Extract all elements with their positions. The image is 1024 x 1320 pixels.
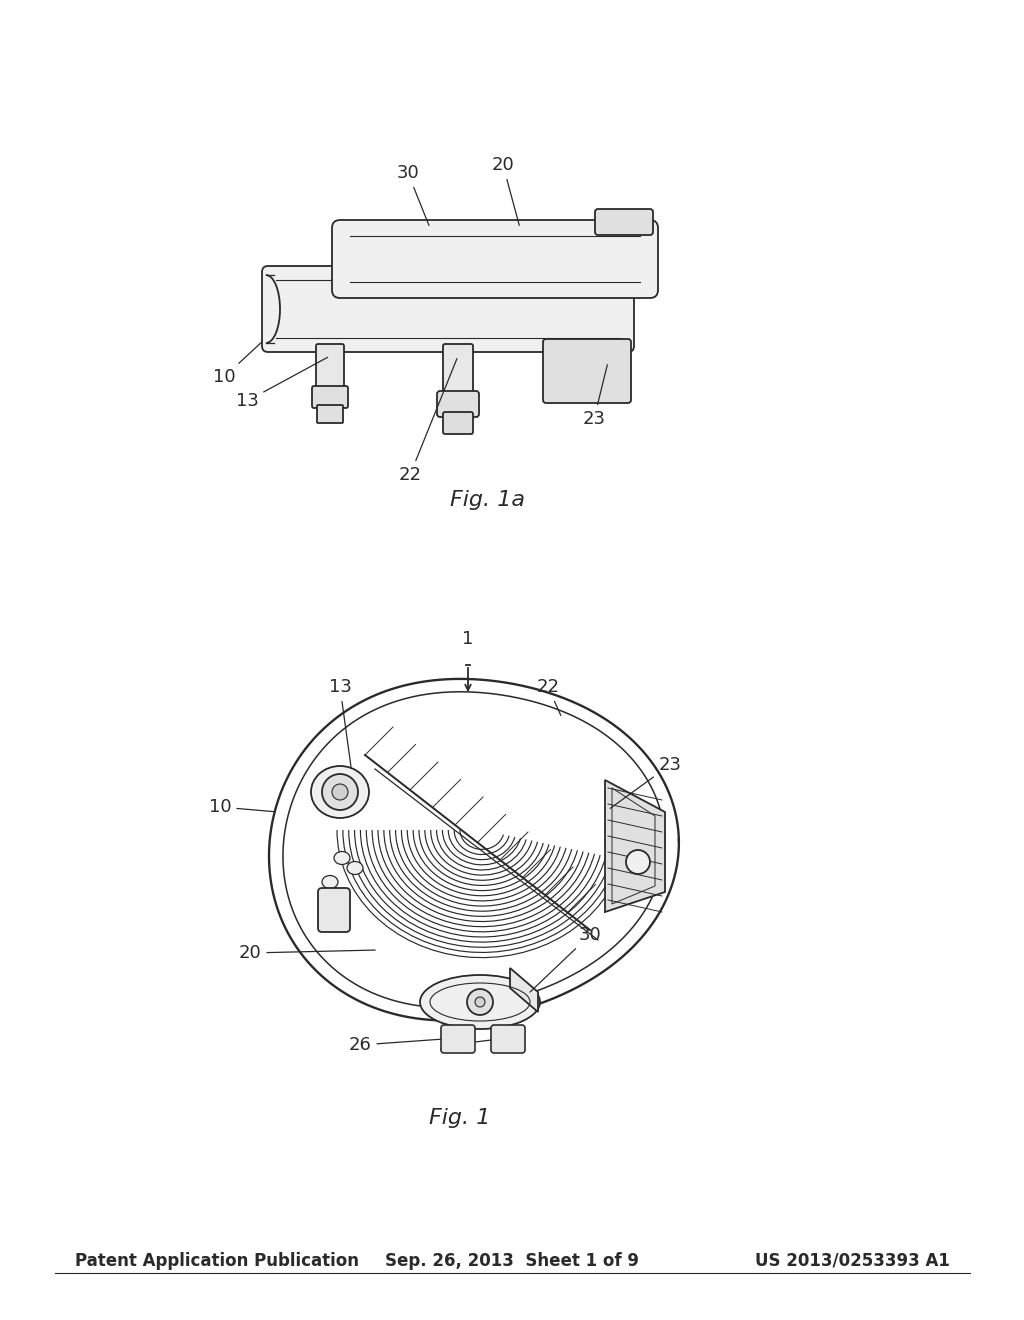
FancyBboxPatch shape bbox=[262, 267, 634, 352]
FancyBboxPatch shape bbox=[317, 405, 343, 422]
Text: 1: 1 bbox=[462, 630, 474, 648]
Ellipse shape bbox=[347, 862, 362, 874]
FancyBboxPatch shape bbox=[543, 339, 631, 403]
FancyBboxPatch shape bbox=[595, 209, 653, 235]
Text: 27: 27 bbox=[438, 1036, 505, 1053]
Text: 20: 20 bbox=[239, 944, 375, 962]
Text: 10: 10 bbox=[213, 342, 262, 385]
Text: Fig. 1a: Fig. 1a bbox=[451, 490, 525, 510]
Text: 13: 13 bbox=[236, 358, 328, 411]
Polygon shape bbox=[605, 780, 665, 912]
Circle shape bbox=[467, 989, 493, 1015]
Circle shape bbox=[322, 774, 358, 810]
Text: 23: 23 bbox=[610, 756, 682, 808]
Text: 20: 20 bbox=[492, 156, 519, 226]
Text: Sep. 26, 2013  Sheet 1 of 9: Sep. 26, 2013 Sheet 1 of 9 bbox=[385, 1251, 639, 1270]
Text: 30: 30 bbox=[396, 164, 429, 226]
FancyBboxPatch shape bbox=[318, 888, 350, 932]
Ellipse shape bbox=[420, 975, 540, 1030]
Text: 13: 13 bbox=[329, 678, 351, 771]
Text: 26: 26 bbox=[348, 1036, 456, 1053]
Text: US 2013/0253393 A1: US 2013/0253393 A1 bbox=[755, 1251, 950, 1270]
Ellipse shape bbox=[334, 851, 350, 865]
Text: 10: 10 bbox=[209, 799, 275, 816]
FancyBboxPatch shape bbox=[316, 345, 344, 389]
FancyBboxPatch shape bbox=[443, 412, 473, 434]
FancyBboxPatch shape bbox=[332, 220, 658, 298]
Text: Patent Application Publication: Patent Application Publication bbox=[75, 1251, 359, 1270]
FancyBboxPatch shape bbox=[437, 391, 479, 417]
Text: 23: 23 bbox=[583, 364, 607, 428]
FancyBboxPatch shape bbox=[443, 345, 473, 396]
FancyBboxPatch shape bbox=[490, 1026, 525, 1053]
Ellipse shape bbox=[311, 766, 369, 818]
FancyBboxPatch shape bbox=[312, 385, 348, 408]
Text: 30: 30 bbox=[530, 927, 601, 993]
Circle shape bbox=[626, 850, 650, 874]
Text: Fig. 1: Fig. 1 bbox=[429, 1107, 490, 1129]
Text: 22: 22 bbox=[537, 678, 561, 715]
Circle shape bbox=[475, 997, 485, 1007]
Circle shape bbox=[332, 784, 348, 800]
FancyBboxPatch shape bbox=[441, 1026, 475, 1053]
Text: 22: 22 bbox=[398, 359, 457, 484]
Ellipse shape bbox=[322, 875, 338, 888]
Polygon shape bbox=[510, 968, 538, 1012]
